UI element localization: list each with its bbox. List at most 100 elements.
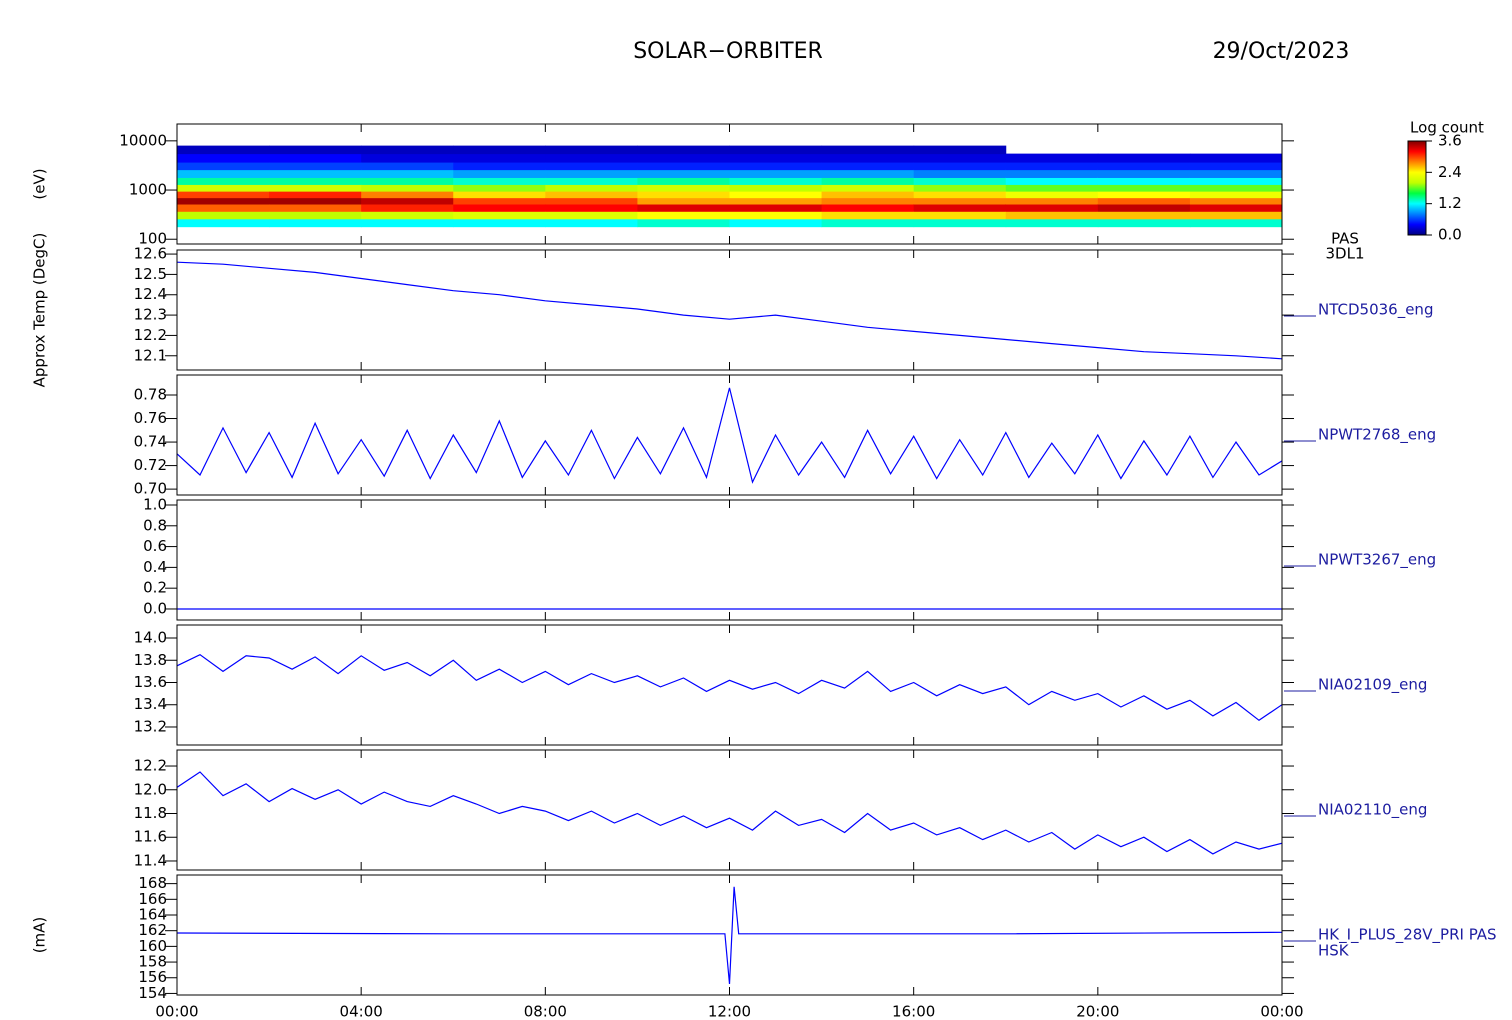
spectrogram-cell	[913, 177, 1007, 185]
spectrogram-cell	[821, 162, 915, 171]
spectrogram-cell	[821, 184, 915, 192]
y-tick-label: 154	[138, 984, 167, 1002]
y-tick-label: 156	[138, 968, 167, 986]
y-tick-label: 0.70	[134, 480, 167, 498]
y-tick-label: 13.8	[134, 651, 167, 669]
spectrogram-cell	[1097, 197, 1191, 205]
instrument-label: PAS	[1331, 230, 1359, 248]
spectrogram-cell	[637, 162, 730, 171]
spectrogram-cell	[545, 177, 638, 185]
data-line	[177, 771, 1282, 855]
spectrogram-cell	[177, 145, 270, 155]
spectrogram-cell	[821, 197, 915, 205]
y-tick-label: 0.6	[143, 537, 167, 555]
spectrogram-cell	[453, 169, 546, 178]
spectrogram-cell	[453, 184, 546, 192]
spectrogram-cell	[913, 211, 1007, 220]
y-tick-label: 162	[138, 921, 167, 939]
spectrogram-cell	[637, 145, 730, 155]
spectrogram-cell	[177, 177, 270, 185]
spectrogram-cell	[1189, 184, 1282, 192]
y-tick-label: 158	[138, 953, 167, 971]
spectrogram-cell	[177, 153, 270, 163]
y-tick-label: 13.2	[134, 717, 167, 735]
series-label: NIA02109_eng	[1318, 676, 1427, 695]
data-line	[177, 886, 1282, 985]
spectrogram-cell	[177, 169, 270, 178]
spectrogram-cell	[1005, 197, 1099, 205]
y-tick-label: 12.2	[134, 757, 167, 775]
spectrogram-cell	[1189, 153, 1282, 163]
spectrogram-cell	[821, 191, 915, 199]
y-tick-label: 0.4	[143, 558, 167, 576]
spectrogram-cell	[177, 162, 270, 171]
spectrogram-cell	[1189, 162, 1282, 171]
colorbar	[1407, 140, 1427, 236]
spectrogram-cell	[177, 197, 270, 205]
series-label: NTCD5036_eng	[1318, 301, 1433, 320]
spectrogram-cell	[177, 184, 270, 192]
instrument-label: 3DL1	[1326, 245, 1365, 263]
spectrogram-cell	[729, 218, 823, 228]
spectrogram-cell	[453, 145, 546, 155]
spectrogram-cell	[1097, 204, 1191, 212]
y-tick-label: 100	[138, 230, 167, 248]
data-line	[177, 387, 1282, 484]
spectrogram-cell	[1005, 153, 1099, 163]
colorbar-tick-label: 2.4	[1438, 163, 1462, 181]
spectrogram-cell	[361, 145, 454, 155]
y-tick-label: 12.4	[134, 285, 167, 303]
y-tick-label: 12.2	[134, 326, 167, 344]
colorbar-label: Log count	[1410, 119, 1484, 137]
spectrogram-cell	[361, 153, 454, 163]
spectrogram-cell	[1189, 177, 1282, 185]
spectrogram-cell	[821, 145, 915, 155]
spectrogram-cell	[729, 162, 823, 171]
y-axis-label: Approx Temp (DegC)	[31, 233, 49, 388]
series-label: NPWT2768_eng	[1318, 426, 1436, 445]
y-tick-label: 168	[138, 874, 167, 892]
y-tick-label: 13.4	[134, 695, 167, 713]
spectrogram-cell	[545, 153, 638, 163]
spectrogram-cell	[545, 204, 638, 212]
spectrogram-cell	[729, 169, 823, 178]
y-tick-label: 12.6	[134, 245, 167, 263]
spectrogram-cell	[1005, 191, 1099, 199]
y-axis-label: (eV)	[31, 168, 49, 199]
y-tick-label: 12.5	[134, 265, 167, 283]
spectrogram-cell	[913, 197, 1007, 205]
spectrogram-cell	[269, 177, 362, 185]
spectrogram-cell	[1097, 191, 1191, 199]
spectrogram-cell	[361, 197, 454, 205]
spectrogram-cell	[637, 153, 730, 163]
y-tick-label: 1000	[129, 181, 167, 199]
series-label: HK_I_PLUS_28V_PRI PAS	[1318, 926, 1497, 945]
spectrogram-cell	[453, 211, 546, 220]
data-line	[177, 261, 1282, 360]
spectrogram-cell	[453, 204, 546, 212]
spectrogram-cell	[177, 204, 270, 212]
spectrogram-cell	[177, 218, 270, 228]
spectrogram-cell	[1189, 197, 1282, 205]
spectrogram-cell	[269, 197, 362, 205]
spectrogram-cell	[269, 211, 362, 220]
spectrogram-cell	[1005, 211, 1099, 220]
title: SOLAR−ORBITER	[633, 39, 823, 64]
y-tick-label: 0.78	[134, 386, 167, 404]
spectrogram-cell	[1097, 162, 1191, 171]
spectrogram-cell	[913, 145, 1007, 155]
spectrogram-cell	[913, 204, 1007, 212]
plot-area	[177, 654, 1282, 722]
x-tick-label: 04:00	[340, 1003, 383, 1020]
spectrogram-cell	[453, 197, 546, 205]
spectrogram-cell	[453, 177, 546, 185]
y-tick-label: 11.8	[134, 804, 167, 822]
spectrogram-cell	[545, 191, 638, 199]
spectrogram-cell	[545, 211, 638, 220]
spectrogram-cell	[637, 204, 730, 212]
spectrogram-cell	[269, 169, 362, 178]
spectrogram-cell	[269, 191, 362, 199]
y-tick-label: 10000	[119, 131, 167, 149]
spectrogram-cell	[1097, 177, 1191, 185]
x-tick-label: 00:00	[155, 1003, 198, 1020]
